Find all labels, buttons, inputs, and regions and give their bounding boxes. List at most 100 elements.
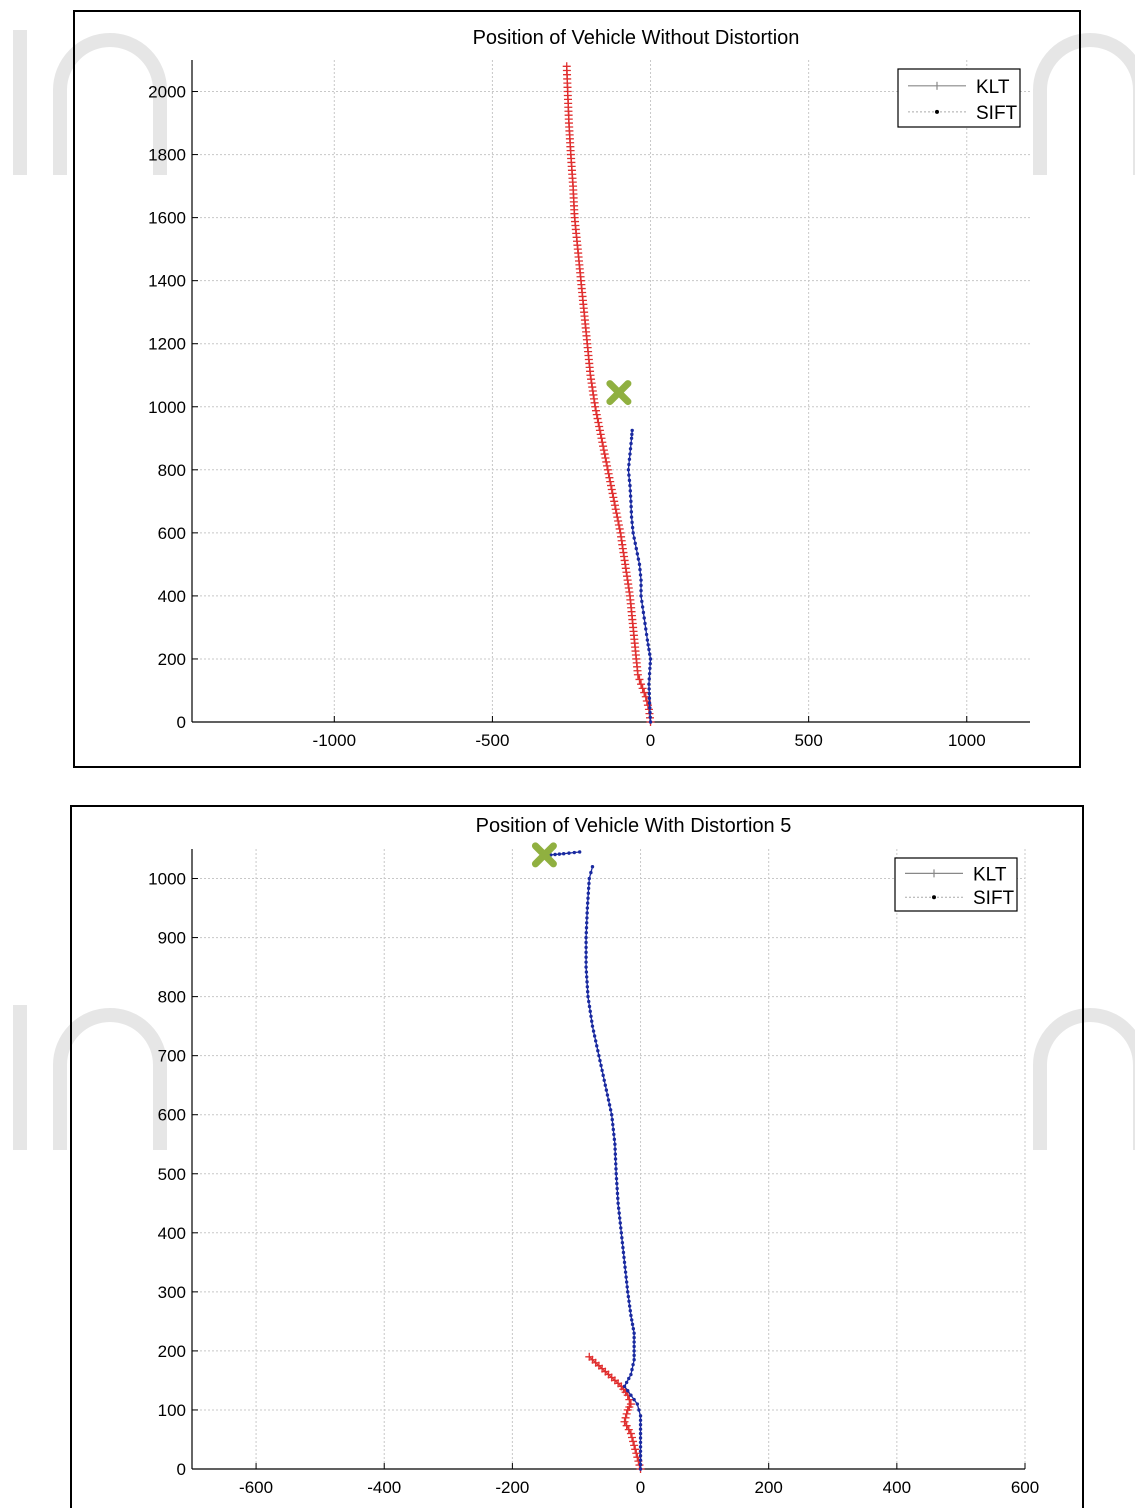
c2-sift-point-1-6: [638, 1440, 643, 1445]
c1-klt-point-68: [599, 446, 608, 455]
c2-y-tick-label-5: 500: [158, 1165, 186, 1184]
c2-sift-point-1-52: [619, 1226, 623, 1230]
c1-x-tick-label-0: -1000: [313, 731, 356, 750]
c2-sift-point-1-123: [587, 876, 591, 881]
c2-legend-box: [894, 857, 1018, 912]
c2-sift-point-1-44: [623, 1265, 627, 1269]
c1-sift-point-1-27: [639, 583, 643, 588]
c1-klt-point-78: [591, 406, 600, 415]
c2-klt-point-6: [630, 1441, 639, 1450]
c1-klt-point-64: [603, 461, 612, 470]
c1-klt-point-47: [616, 528, 625, 537]
c2-klt-point-32: [585, 1352, 594, 1361]
c1-series-line-0: [566, 66, 652, 723]
c1-sift-point-1-32: [636, 557, 641, 561]
c1-klt-point-59: [607, 481, 615, 490]
c2-sift-point-1-92: [591, 1029, 596, 1033]
c2-sift-point-1-91: [592, 1034, 597, 1038]
c1-klt-point-56: [609, 493, 618, 502]
c1-x-tick-label-3: 500: [794, 731, 822, 750]
c2-sift-point-1-4: [638, 1449, 643, 1453]
c2-y-tick-label-3: 300: [158, 1283, 186, 1302]
c2-sift-point-2-5: [553, 852, 557, 857]
c1-sift-point-1-8: [647, 682, 651, 686]
c2-sift-point-1-54: [618, 1216, 622, 1220]
c2-sift-point-1-14: [635, 1402, 640, 1406]
c1-sift-point-1-50: [627, 462, 631, 467]
c1-sift-point-1-52: [628, 452, 632, 456]
c1-klt-point-66: [601, 453, 610, 462]
c1-y-tick-label-8: 1600: [148, 209, 186, 228]
c1-sift-point-1-29: [638, 573, 643, 577]
c2-sift-point-1-89: [595, 1044, 599, 1048]
c2-sift-point-1-41: [624, 1280, 629, 1284]
c2-sift-point-1-81: [603, 1083, 607, 1087]
c1-y-tick-label-2: 400: [158, 587, 186, 606]
c2-sift-point-1-121: [586, 886, 591, 891]
c1-start-x-marker-0: [606, 380, 632, 406]
c1-chart-title: Position of Vehicle Without Distortion: [473, 27, 800, 49]
c1-klt-point-7: [640, 688, 649, 697]
c1-sift-point-1-15: [647, 647, 651, 652]
c1-sift-point-1-42: [629, 504, 633, 509]
c2-sift-point-1-64: [614, 1167, 618, 1171]
c1-sift-point-1-28: [639, 578, 643, 582]
c1-klt-point-72: [596, 430, 605, 439]
c1-klt-point-61: [605, 473, 614, 482]
c1-klt-point-53: [611, 505, 620, 514]
c2-sift-point-1-120: [586, 891, 591, 895]
c1-klt-point-49: [614, 520, 623, 529]
c1-sift-point-1-56: [630, 432, 634, 437]
c2-klt-point-5: [631, 1445, 640, 1454]
c2-sift-point-1-20: [627, 1376, 631, 1381]
c2-sift-point-1-29: [632, 1335, 636, 1340]
c2-x-tick-label-5: 400: [883, 1478, 911, 1497]
c2-sift-point-1-90: [593, 1039, 598, 1043]
c1-y-tick-label-7: 1400: [148, 272, 186, 291]
c1-legend-label-klt: KLT: [976, 77, 1010, 98]
c2-sift-point-2-1: [572, 850, 577, 855]
c2-sift-point-1-58: [616, 1196, 620, 1201]
chart-panel-1: Position of Vehicle Without Distortion -1…: [73, 10, 1081, 768]
c2-sift-point-1-3: [638, 1454, 643, 1458]
c2-sift-point-1-80: [604, 1088, 609, 1092]
c2-sift-point-1-46: [622, 1255, 626, 1260]
c1-klt-point-73: [595, 426, 604, 435]
c1-klt-point-60: [606, 477, 615, 486]
c2-sift-point-1-69: [613, 1142, 617, 1146]
c2-sift-point-1-19: [624, 1380, 629, 1385]
c1-series-klt: [562, 62, 655, 726]
c2-sift-point-1-96: [588, 1009, 592, 1014]
c1-sift-point-1-45: [628, 489, 632, 493]
c2-sift-point-1-21: [629, 1372, 633, 1377]
c2-y-tick-label-8: 800: [158, 988, 186, 1007]
c2-sift-point-1-95: [589, 1014, 593, 1019]
c2-sift-point-1-5: [638, 1445, 643, 1449]
c1-grid: [192, 60, 1030, 722]
c2-sift-point-1-22: [630, 1367, 634, 1372]
c1-klt-point-57: [608, 489, 617, 498]
c2-sift-point-1-94: [590, 1019, 594, 1023]
c2-sift-point-1-87: [597, 1053, 601, 1058]
c2-sift-point-1-75: [610, 1113, 614, 1117]
c1-sift-point-1-18: [644, 632, 649, 637]
c2-sift-point-2-2: [567, 851, 571, 855]
c2-sift-point-1-17: [626, 1389, 630, 1393]
c1-sift-point-1-54: [629, 441, 633, 446]
c1-sift-point-1-53: [628, 447, 633, 451]
c2-sift-point-1-43: [623, 1270, 628, 1274]
c2-sift-point-1-116: [585, 911, 589, 915]
c2-sift-point-1-117: [585, 906, 590, 910]
c1-sift-point-1-0: [648, 720, 653, 724]
c2-sift-point-1-86: [598, 1058, 602, 1063]
c1-sift-point-1-37: [631, 531, 635, 535]
c2-sift-point-1-40: [625, 1285, 629, 1289]
c2-sift-point-1-49: [620, 1240, 625, 1245]
c1-sift-point-1-11: [648, 666, 652, 671]
c1-sift-point-1-4: [647, 701, 652, 705]
c1-sift-point-1-3: [648, 706, 652, 710]
c1-klt-point-76: [593, 414, 602, 423]
c2-series-extra-2: [549, 850, 582, 857]
c2-sift-point-1-26: [632, 1349, 636, 1353]
c1-y-tick-label-9: 1800: [148, 146, 186, 165]
